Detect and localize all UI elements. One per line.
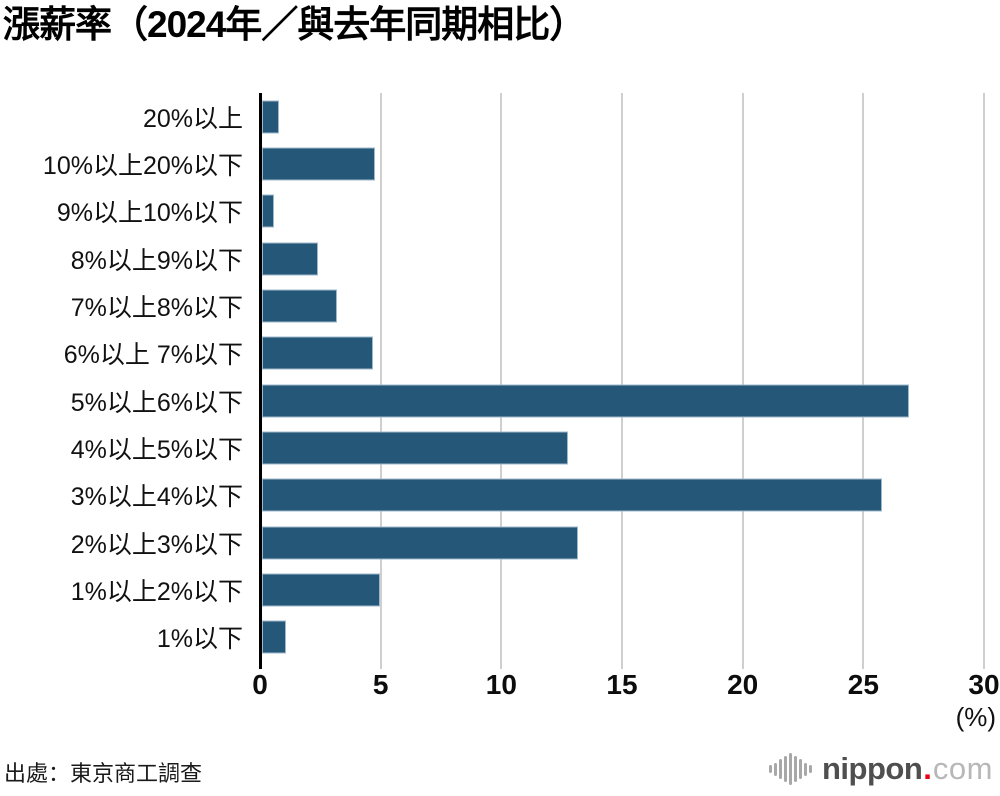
- x-tick-label: 10: [485, 669, 517, 700]
- bar-track: [260, 330, 984, 377]
- x-tick-label: 15: [606, 669, 638, 700]
- chart-row: 8%以上9%以下: [0, 235, 984, 282]
- x-tick-label: 20: [727, 669, 759, 700]
- bar-track: [260, 140, 984, 187]
- y-axis-label: 3%以上4%以下: [70, 483, 243, 512]
- bar-track: [260, 235, 984, 282]
- chart-row: 3%以上4%以下: [0, 472, 984, 519]
- bar-track: [260, 472, 984, 519]
- bar-track: [260, 424, 984, 471]
- bar: [262, 478, 883, 512]
- chart-row: 1%以上2%以下: [0, 566, 984, 613]
- logo-tld-text: com: [932, 751, 993, 786]
- chart-title: 漲薪率（2024年／與去年同期相比）: [3, 4, 586, 45]
- bar: [262, 147, 376, 181]
- y-axis-line: [259, 93, 262, 669]
- chart-row: 2%以上3%以下: [0, 519, 984, 566]
- source-text: 出處：東京商工調查: [4, 761, 203, 786]
- y-axis-label: 8%以上9%以下: [70, 246, 243, 275]
- bar-track: [260, 519, 984, 566]
- x-tick-label: 0: [252, 669, 268, 700]
- x-axis-ticks: 0 5 10 15 20 25 30: [252, 668, 999, 704]
- gridline: [379, 93, 382, 669]
- bar: [262, 573, 381, 607]
- y-axis-label: 20%以上: [142, 104, 243, 133]
- gridline: [741, 93, 744, 669]
- chart-row: 10%以上20%以下: [0, 140, 984, 187]
- y-axis-label: 1%以下: [156, 625, 243, 654]
- y-axis-label: 7%以上8%以下: [70, 293, 243, 322]
- chart-row: 5%以上6%以下: [0, 377, 984, 424]
- x-axis-unit-label: (%): [955, 702, 996, 732]
- y-axis-label: 9%以上10%以下: [56, 199, 243, 228]
- gridline: [983, 93, 985, 669]
- bar-chart: 20%以上 10%以上20%以下 9%以上10%以下 8%以上9%以下 7%以上8%以下…: [0, 93, 985, 669]
- y-axis-label: 10%以上20%以下: [42, 151, 243, 180]
- waveform-icon: [769, 753, 812, 785]
- x-tick-label: 25: [847, 669, 879, 700]
- bar: [262, 289, 337, 323]
- chart-row: 20%以上: [0, 93, 984, 140]
- y-axis-label: 2%以上3%以下: [70, 530, 243, 559]
- grid-layer: [259, 93, 985, 669]
- y-axis-label: 6%以上 7%以下: [63, 341, 243, 370]
- x-tick-label: 5: [372, 669, 389, 700]
- bar-track: [260, 282, 984, 329]
- bar: [262, 336, 373, 370]
- bar: [262, 526, 579, 560]
- chart-row: 1%以下: [0, 614, 984, 661]
- chart-row: 4%以上5%以下: [0, 424, 984, 471]
- chart-row: 9%以上10%以下: [0, 188, 984, 235]
- bar-track: [260, 188, 984, 235]
- chart-row: 7%以上8%以下: [0, 282, 984, 329]
- nippon-logo: nippon. com: [769, 748, 993, 790]
- logo-red-dot: .: [923, 751, 932, 786]
- bar: [262, 100, 279, 134]
- bar-rows: 20%以上 10%以上20%以下 9%以上10%以下 8%以上9%以下 7%以上8%以下…: [0, 93, 984, 661]
- bar: [262, 194, 275, 228]
- bar: [262, 620, 287, 654]
- bar-track: [260, 377, 984, 424]
- x-tick-label: 30: [968, 669, 1000, 700]
- bar-track: [260, 93, 984, 140]
- y-axis-label: 5%以上6%以下: [70, 388, 243, 417]
- gridline: [862, 93, 865, 669]
- bar: [262, 384, 909, 418]
- bar-track: [260, 566, 984, 613]
- bar-track: [260, 614, 984, 661]
- gridline: [500, 93, 503, 669]
- bar: [262, 431, 569, 465]
- logo-brand-text: nippon: [822, 751, 923, 786]
- y-axis-label: 1%以上2%以下: [70, 577, 243, 606]
- bar: [262, 242, 318, 276]
- gridline: [621, 93, 623, 669]
- y-axis-label: 4%以上5%以下: [70, 435, 243, 464]
- chart-row: 6%以上 7%以下: [0, 330, 984, 377]
